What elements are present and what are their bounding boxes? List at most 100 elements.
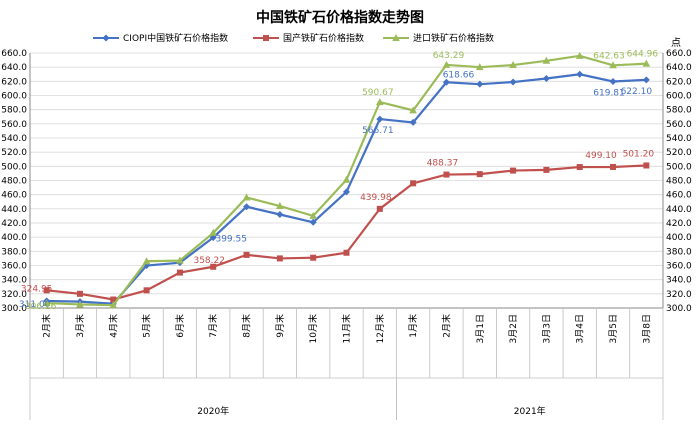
x-tick-label: 5月末 bbox=[141, 314, 153, 338]
x-tick-label: 3月5日 bbox=[608, 314, 619, 343]
legend-item: CIOPI中国铁矿石价格指数 bbox=[93, 32, 228, 44]
x-tick-label: 3月末 bbox=[74, 314, 86, 338]
data-point bbox=[276, 202, 284, 209]
y-tick-label-right: 560.0 bbox=[666, 120, 692, 130]
data-point bbox=[376, 115, 384, 123]
y-tick-label-left: 600.0 bbox=[1, 92, 27, 102]
series-2 bbox=[43, 162, 650, 303]
legend-item: 国产铁矿石价格指数 bbox=[253, 32, 364, 44]
y-tick-label-right: 380.0 bbox=[666, 247, 692, 257]
data-point bbox=[243, 251, 250, 258]
y-tick-label-left: 440.0 bbox=[1, 205, 27, 215]
series-3 bbox=[42, 51, 651, 309]
data-point bbox=[642, 76, 650, 84]
y-tick-label-left: 380.0 bbox=[1, 247, 27, 257]
y-tick-label-left: 460.0 bbox=[1, 191, 27, 201]
y-tick-label-left: 480.0 bbox=[1, 177, 27, 187]
y-tick-label-right: 300.0 bbox=[666, 304, 692, 314]
x-group-label: 2021年 bbox=[514, 405, 546, 417]
data-label: 311.00 bbox=[19, 300, 51, 310]
y-tick-label-right: 640.0 bbox=[666, 63, 692, 73]
y-tick-label-right: 460.0 bbox=[666, 191, 692, 201]
data-point bbox=[576, 70, 584, 78]
x-group-label: 2020年 bbox=[197, 405, 229, 417]
data-point bbox=[410, 180, 417, 187]
y-tick-label-right: 320.0 bbox=[666, 290, 692, 300]
y-tick-label-left: 400.0 bbox=[1, 233, 27, 243]
x-tick-label: 9月末 bbox=[274, 314, 286, 338]
y-tick-label-right: 400.0 bbox=[666, 233, 692, 243]
data-label: 622.10 bbox=[621, 87, 653, 97]
y-tick-label-right: 520.0 bbox=[666, 148, 692, 158]
data-point bbox=[343, 188, 350, 196]
data-point bbox=[443, 171, 450, 178]
data-label: 643.29 bbox=[433, 51, 465, 61]
data-point bbox=[43, 287, 50, 294]
data-point bbox=[309, 218, 317, 226]
y-tick-label-right: 660.0 bbox=[666, 49, 692, 59]
chart-title: 中国铁矿石价格指数走势图 bbox=[256, 9, 424, 26]
data-label: 642.63 bbox=[593, 51, 625, 61]
data-point bbox=[643, 162, 650, 169]
x-tick-label: 2月末 bbox=[440, 314, 452, 338]
y-tick-label-left: 420.0 bbox=[1, 219, 27, 229]
x-tick-label: 6月末 bbox=[174, 314, 186, 338]
y-tick-label-right: 580.0 bbox=[666, 106, 692, 116]
data-point bbox=[442, 78, 450, 86]
legend: CIOPI中国铁矿石价格指数 国产铁矿石价格指数 进口铁矿石价格指数 bbox=[93, 32, 494, 44]
data-point bbox=[376, 205, 383, 212]
x-tick-label: 3月3日 bbox=[541, 314, 552, 343]
data-point bbox=[109, 301, 118, 309]
data-point bbox=[542, 75, 550, 82]
y-tick-label-right: 540.0 bbox=[666, 134, 692, 144]
data-label: 501.20 bbox=[623, 149, 655, 159]
legend-item: 进口铁矿石价格指数 bbox=[383, 32, 494, 44]
data-point bbox=[476, 171, 483, 178]
data-point bbox=[243, 203, 251, 211]
data-point bbox=[575, 51, 584, 59]
y-tick-label-left: 540.0 bbox=[1, 134, 27, 144]
data-point bbox=[42, 299, 51, 307]
y-tick-label-right: 620.0 bbox=[666, 77, 692, 87]
x-tick-label: 12月末 bbox=[374, 314, 386, 343]
series-1 bbox=[43, 70, 650, 308]
x-tick-label: 8月末 bbox=[241, 314, 253, 338]
data-point bbox=[76, 300, 84, 308]
y-tick-label-left: 640.0 bbox=[1, 63, 27, 73]
y-tick-label-left: 320.0 bbox=[1, 290, 27, 300]
data-point bbox=[143, 287, 150, 294]
data-point bbox=[76, 290, 83, 297]
data-label: 488.37 bbox=[427, 159, 459, 169]
x-tick-label: 3月2日 bbox=[508, 314, 519, 343]
data-point bbox=[576, 164, 583, 171]
data-label: 399.55 bbox=[215, 234, 247, 244]
data-point bbox=[610, 163, 617, 170]
data-point bbox=[110, 296, 117, 303]
data-point bbox=[176, 256, 184, 264]
y-tick-label-left: 560.0 bbox=[1, 120, 27, 130]
x-tick-label: 2月末 bbox=[41, 314, 53, 338]
series-layer bbox=[42, 51, 651, 309]
data-label: 439.98 bbox=[360, 193, 392, 203]
y-tick-label-left: 340.0 bbox=[1, 276, 27, 286]
legend-swatch-marker bbox=[392, 34, 400, 41]
y-tick-label-right: 340.0 bbox=[666, 276, 692, 286]
legend-label: 国产铁矿石价格指数 bbox=[283, 32, 364, 44]
y-tick-label-left: 500.0 bbox=[1, 162, 27, 172]
y-tick-label-left: 360.0 bbox=[1, 262, 27, 272]
data-point bbox=[542, 56, 551, 64]
y-tick-label-right: 440.0 bbox=[666, 205, 692, 215]
data-label: 306.26 bbox=[25, 302, 57, 312]
x-tick-label: 3月4日 bbox=[575, 314, 586, 343]
data-point bbox=[442, 60, 451, 68]
data-point bbox=[510, 167, 517, 174]
legend-swatch-marker bbox=[102, 34, 110, 42]
y-tick-label-right: 600.0 bbox=[666, 92, 692, 102]
data-point bbox=[642, 59, 651, 67]
y-tick-label-right: 480.0 bbox=[666, 177, 692, 187]
y-tick-label-left: 300.0 bbox=[1, 304, 27, 314]
legend-label: 进口铁矿石价格指数 bbox=[413, 32, 494, 44]
data-point bbox=[509, 78, 517, 86]
